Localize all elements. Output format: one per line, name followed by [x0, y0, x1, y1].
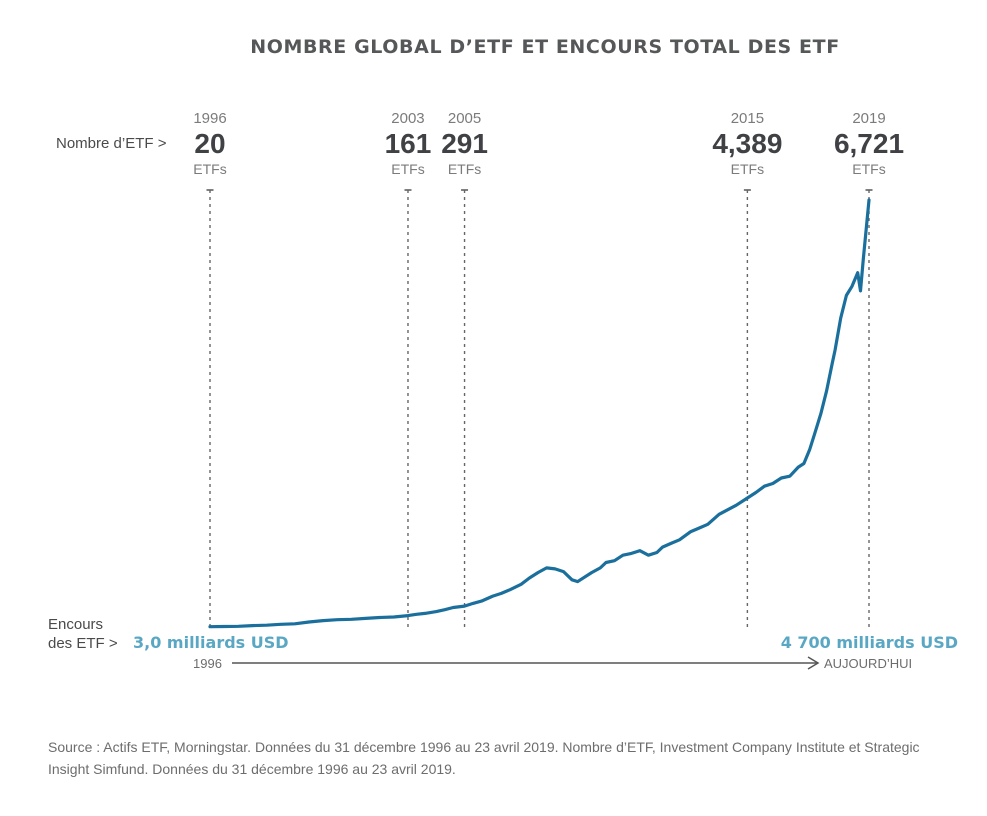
milestone-year: 2003: [391, 110, 424, 127]
milestone-count: 291: [441, 128, 488, 159]
milestone-count: 20: [194, 128, 225, 159]
milestone-year: 2015: [731, 110, 764, 127]
milestone-unit: ETFs: [391, 161, 424, 177]
chart-title: NOMBRE GLOBAL D’ETF ET ENCOURS TOTAL DES…: [250, 36, 840, 58]
milestone-unit: ETFs: [731, 161, 764, 177]
milestone-unit: ETFs: [193, 161, 226, 177]
aum-row-label-line1: Encours: [48, 616, 103, 633]
milestone-count: 6,721: [834, 128, 904, 159]
time-axis-arrowhead: [807, 656, 820, 670]
milestone-unit: ETFs: [448, 161, 481, 177]
aum-series-line: [208, 198, 871, 629]
time-axis-start-label: 1996: [193, 656, 222, 671]
milestone-year: 2005: [448, 110, 481, 127]
aum-start-label: 3,0 milliards USD: [133, 633, 289, 652]
milestone-year: 1996: [193, 110, 226, 127]
source-note: Source : Actifs ETF, Morningstar. Donnée…: [48, 739, 920, 777]
milestone-count: 4,389: [712, 128, 782, 159]
aum-end-label: 4 700 milliards USD: [781, 633, 958, 652]
milestone-unit: ETFs: [852, 161, 885, 177]
time-axis-end-label: AUJOURD’HUI: [824, 656, 912, 671]
aum-row-label-line2: des ETF >: [48, 635, 118, 652]
milestone-count: 161: [385, 128, 432, 159]
milestone-year: 2019: [852, 110, 885, 127]
count-row-label: Nombre d’ETF >: [56, 135, 167, 152]
